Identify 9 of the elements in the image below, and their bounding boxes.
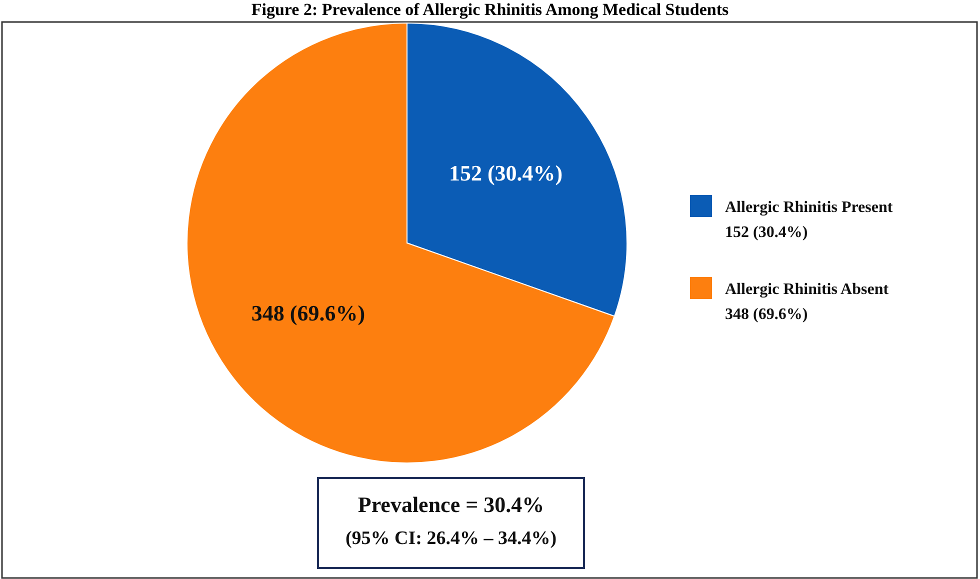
legend-label: Allergic Rhinitis Present — [725, 199, 894, 216]
data-label: 152 (30.4%) — [448, 160, 563, 186]
data-label: 348 (69.6%) — [251, 300, 366, 326]
text: Prevalence = 30.4% — [358, 492, 544, 517]
legend-label: Allergic Rhinitis Absent — [725, 281, 890, 298]
text: (95% CI: 26.4% – 34.4%) — [345, 528, 557, 549]
text: 348 (69.6%) — [725, 306, 808, 323]
chart-title: Figure 2: Prevalence of Allergic Rhinitis Among Medical Students — [251, 0, 729, 19]
text: 152 (30.4%) — [725, 224, 808, 241]
